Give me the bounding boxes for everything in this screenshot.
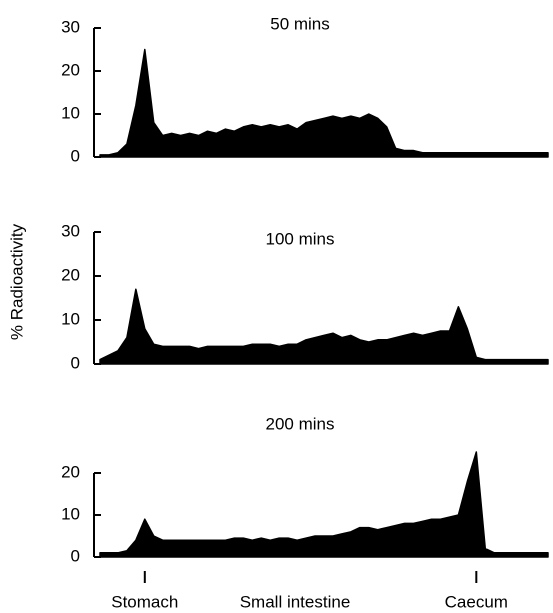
y-tick-label: 0 [71,146,80,165]
y-tick-label: 20 [61,462,80,481]
y-tick-label: 0 [71,353,80,372]
y-tick-label: 0 [71,546,80,565]
y-tick-label: 20 [61,265,80,284]
y-tick-label: 30 [61,221,80,240]
y-tick-label: 20 [61,60,80,79]
panel-title: 200 mins [266,414,335,433]
x-axis-label: Small intestine [240,592,351,611]
x-tick-label: Stomach [111,592,178,611]
y-tick-label: 30 [61,17,80,36]
y-axis-label: % Radioactivity [7,223,26,340]
area [99,48,549,158]
y-tick-label: 10 [61,504,80,523]
y-tick-label: 10 [61,309,80,328]
y-tick-label: 10 [61,103,80,122]
panel-title: 50 mins [270,14,330,33]
area [99,451,549,558]
area [99,288,549,365]
x-tick-label: Caecum [445,592,508,611]
panel-title: 100 mins [266,229,335,248]
